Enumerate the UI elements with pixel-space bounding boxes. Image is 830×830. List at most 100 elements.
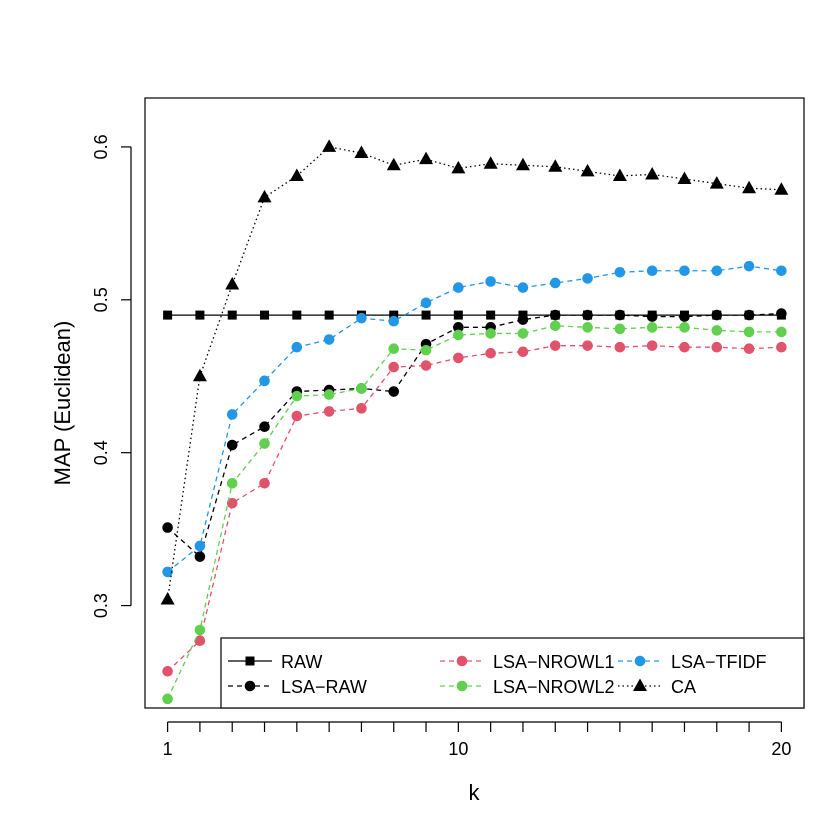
data-point [709, 176, 724, 189]
legend-entry: LSA−RAW [228, 677, 367, 697]
data-point [324, 310, 334, 320]
data-point [356, 312, 367, 324]
legend-entry: RAW [228, 652, 322, 672]
data-point [289, 168, 304, 181]
data-point [646, 265, 658, 277]
data-point [388, 343, 400, 355]
data-point [582, 340, 593, 351]
legend-box [220, 637, 805, 709]
legend-label: RAW [281, 652, 322, 672]
data-point [194, 540, 206, 552]
data-point [420, 360, 432, 371]
data-point [679, 341, 690, 353]
data-point [259, 477, 270, 489]
data-point [225, 277, 240, 290]
data-point [485, 276, 496, 287]
data-point [646, 340, 658, 351]
x-tick-label: 1 [163, 739, 173, 759]
series-group [163, 310, 786, 320]
series-line [167, 325, 782, 700]
y-tick-label: 0.4 [91, 440, 111, 465]
series-group [162, 260, 787, 578]
data-point [420, 344, 432, 356]
data-point [614, 341, 626, 353]
data-point [323, 406, 335, 417]
data-point [453, 352, 464, 364]
data-point [743, 343, 755, 355]
data-point [646, 322, 658, 333]
data-point [419, 151, 434, 165]
data-point [483, 156, 498, 169]
data-point [485, 348, 496, 359]
legend-entry: LSA−TFIDF [618, 652, 767, 672]
data-point [743, 326, 755, 338]
data-point [354, 145, 369, 159]
data-point [517, 314, 529, 325]
data-point [194, 635, 206, 647]
data-point [421, 310, 431, 320]
legend-items: RAW LSA−RAW LSA−NROWL1 LSA−NROWL2 LSA−TFIDF C… [228, 652, 767, 697]
data-point [774, 182, 789, 195]
series-line [167, 265, 782, 573]
y-tick-label: 0.6 [91, 134, 111, 159]
data-point [291, 410, 303, 422]
data-point [612, 168, 627, 181]
legend-marker [244, 680, 256, 692]
data-point [257, 189, 272, 203]
data-point [679, 265, 690, 277]
data-point [776, 265, 787, 277]
data-point [711, 265, 723, 277]
data-point [389, 310, 399, 320]
data-point [776, 341, 787, 353]
series-group [160, 139, 789, 605]
data-point [517, 346, 529, 358]
legend-label: LSA−NROWL1 [493, 652, 615, 672]
x-axis: 1 10 20 [163, 721, 791, 759]
data-point [291, 341, 303, 353]
data-point [162, 693, 173, 705]
data-point [614, 309, 626, 321]
data-point [451, 160, 466, 174]
legend-marker [245, 656, 255, 666]
legend-entry: LSA−NROWL1 [440, 652, 615, 672]
data-point [776, 308, 787, 319]
data-point [226, 497, 238, 509]
series-line [167, 345, 782, 672]
data-point [549, 309, 561, 321]
data-point [453, 329, 464, 341]
data-point [226, 477, 238, 489]
series-layer [160, 139, 789, 705]
x-tick-label: 20 [771, 739, 791, 759]
data-point [646, 311, 658, 322]
data-point [195, 310, 205, 320]
data-point [162, 666, 173, 677]
data-point [291, 390, 303, 402]
data-point [582, 322, 593, 333]
data-point [582, 273, 593, 284]
data-point [517, 328, 529, 339]
data-point [356, 403, 367, 414]
data-point [453, 282, 464, 293]
data-point [677, 171, 692, 185]
legend-entry: CA [618, 677, 696, 697]
legend-marker [456, 680, 468, 692]
data-point [776, 326, 787, 338]
data-point [582, 309, 593, 321]
series-group [162, 308, 787, 562]
data-point [323, 389, 335, 400]
legend-marker [633, 678, 647, 691]
series-group [162, 320, 787, 705]
data-point [486, 310, 496, 320]
data-point [259, 421, 270, 432]
legend-marker [634, 655, 646, 667]
data-point [453, 310, 463, 320]
data-point [194, 624, 206, 636]
data-point [679, 311, 690, 322]
series-line [167, 312, 782, 558]
data-point [645, 166, 660, 180]
data-point [356, 383, 367, 394]
data-point [388, 386, 400, 397]
legend-label: LSA−RAW [281, 677, 367, 697]
data-point [322, 139, 337, 152]
